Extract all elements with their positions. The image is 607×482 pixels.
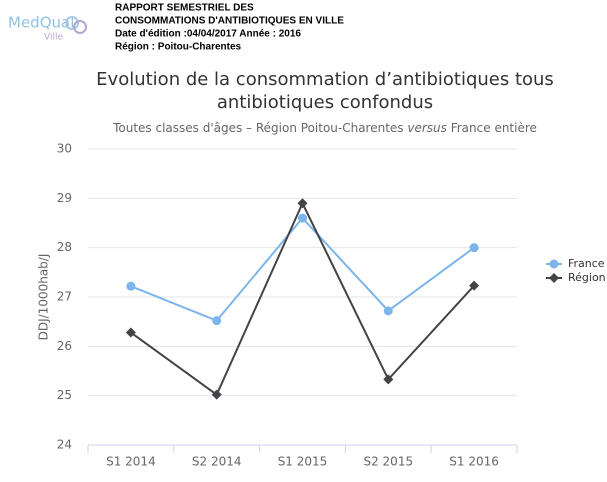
point	[211, 389, 222, 400]
logo-ring	[73, 20, 87, 34]
y-tick-label: 27	[57, 290, 72, 304]
x-tick-label: S1 2014	[106, 455, 156, 469]
point	[126, 281, 136, 291]
legend-marker	[549, 273, 559, 283]
legend-label: Région	[568, 271, 606, 284]
point	[383, 306, 393, 316]
point	[297, 198, 308, 209]
y-tick-label: 26	[57, 339, 72, 353]
x-tick-label: S2 2014	[192, 455, 242, 469]
point	[212, 316, 222, 326]
series-line	[130, 216, 475, 322]
legend-marker	[549, 259, 559, 269]
y-tick-label: 24	[57, 438, 72, 452]
logo-subtext: Ville	[44, 33, 63, 43]
point	[383, 374, 394, 385]
header-line: Région : Poitou-Charentes	[115, 42, 242, 53]
chart-title: Evolution de la consommation d’antibioti…	[96, 69, 554, 90]
point	[125, 327, 136, 338]
chart-subtitle: Toutes classes d'âges – Région Poitou-Ch…	[112, 121, 537, 135]
x-tick-label: S2 2015	[363, 455, 413, 469]
x-tick-label: S1 2016	[449, 455, 499, 469]
header-line: Date d'édition :04/04/2017 Année : 2016	[115, 29, 301, 40]
y-tick-label: 28	[57, 240, 72, 254]
point	[298, 213, 307, 223]
x-tick-label: S1 2015	[278, 455, 328, 469]
point	[469, 243, 479, 253]
header-line: RAPPORT SEMESTRIEL DES	[115, 3, 254, 14]
header-line: CONSOMMATIONS D'ANTIBIOTIQUES EN VILLE	[115, 16, 344, 27]
logo-ring	[65, 16, 79, 30]
y-tick-label: 29	[57, 191, 72, 205]
legend-label: France	[568, 257, 605, 270]
y-tick-label: 25	[57, 388, 72, 402]
logo-text: MedQual	[8, 14, 74, 32]
chart-title: antibiotiques confondus	[217, 92, 433, 113]
y-axis-label: DDJ/1000hab/J	[37, 254, 51, 341]
point	[469, 280, 480, 291]
y-tick-label: 30	[57, 142, 72, 156]
series-line	[130, 200, 475, 397]
